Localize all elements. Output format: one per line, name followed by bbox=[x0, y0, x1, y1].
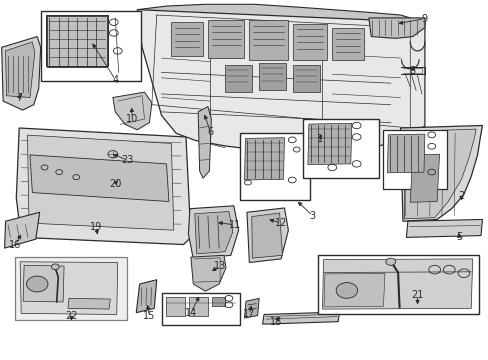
Bar bbox=[239, 134, 310, 200]
Polygon shape bbox=[409, 154, 439, 202]
Polygon shape bbox=[188, 206, 238, 259]
Polygon shape bbox=[4, 212, 40, 248]
Text: 10: 10 bbox=[126, 114, 138, 124]
Text: 7: 7 bbox=[16, 93, 22, 103]
Bar bbox=[383, 130, 446, 189]
Bar bbox=[41, 12, 141, 81]
Bar bbox=[293, 65, 320, 92]
Polygon shape bbox=[137, 4, 424, 26]
Text: 20: 20 bbox=[109, 179, 121, 189]
Bar bbox=[259, 63, 285, 90]
Text: 17: 17 bbox=[243, 310, 255, 319]
Polygon shape bbox=[5, 42, 35, 98]
Text: 16: 16 bbox=[9, 239, 21, 249]
Polygon shape bbox=[307, 123, 351, 165]
Text: 2: 2 bbox=[457, 191, 464, 201]
Text: 9: 9 bbox=[421, 14, 427, 24]
Text: 15: 15 bbox=[143, 311, 155, 321]
Polygon shape bbox=[27, 135, 173, 230]
Polygon shape bbox=[1, 37, 41, 110]
Text: 1: 1 bbox=[316, 134, 323, 144]
Polygon shape bbox=[47, 16, 107, 67]
Polygon shape bbox=[324, 273, 384, 307]
Text: 11: 11 bbox=[228, 220, 241, 230]
Polygon shape bbox=[194, 212, 232, 254]
Text: 5: 5 bbox=[455, 232, 461, 242]
Bar bbox=[224, 65, 251, 92]
Text: 3: 3 bbox=[309, 211, 315, 221]
Text: 19: 19 bbox=[89, 222, 102, 231]
Text: 23: 23 bbox=[121, 155, 133, 165]
Polygon shape bbox=[30, 155, 168, 202]
Polygon shape bbox=[113, 92, 152, 130]
Bar bbox=[161, 293, 239, 325]
Bar bbox=[207, 21, 244, 58]
Polygon shape bbox=[20, 262, 118, 315]
Polygon shape bbox=[244, 138, 284, 180]
Bar bbox=[249, 21, 288, 60]
Polygon shape bbox=[16, 128, 190, 244]
Polygon shape bbox=[190, 255, 225, 291]
Bar bbox=[303, 119, 378, 178]
Bar bbox=[189, 297, 207, 316]
Text: 18: 18 bbox=[269, 317, 282, 327]
Text: 4: 4 bbox=[112, 75, 118, 85]
Bar bbox=[166, 297, 184, 316]
Text: 12: 12 bbox=[274, 218, 286, 228]
Polygon shape bbox=[322, 259, 472, 309]
Polygon shape bbox=[262, 312, 339, 324]
Bar bbox=[293, 24, 327, 60]
Bar bbox=[212, 297, 224, 306]
Polygon shape bbox=[368, 18, 424, 39]
Bar bbox=[317, 255, 478, 315]
Bar bbox=[46, 15, 108, 66]
Text: 14: 14 bbox=[184, 308, 197, 318]
Polygon shape bbox=[136, 280, 157, 313]
Bar bbox=[15, 257, 127, 320]
Polygon shape bbox=[386, 134, 424, 173]
Bar bbox=[171, 22, 203, 56]
Polygon shape bbox=[406, 220, 482, 237]
Polygon shape bbox=[251, 213, 282, 258]
Polygon shape bbox=[198, 107, 211, 178]
Text: 13: 13 bbox=[214, 261, 226, 271]
Polygon shape bbox=[404, 129, 475, 219]
Polygon shape bbox=[137, 10, 424, 155]
Polygon shape bbox=[23, 265, 64, 302]
Circle shape bbox=[51, 264, 59, 270]
Text: 22: 22 bbox=[65, 311, 78, 321]
Polygon shape bbox=[246, 208, 288, 262]
Polygon shape bbox=[244, 298, 259, 318]
Polygon shape bbox=[68, 298, 110, 309]
Text: 21: 21 bbox=[410, 290, 423, 300]
Circle shape bbox=[26, 276, 48, 292]
Polygon shape bbox=[400, 126, 482, 221]
Circle shape bbox=[385, 258, 395, 265]
Bar bbox=[331, 28, 363, 60]
Text: 8: 8 bbox=[409, 66, 415, 76]
Text: 6: 6 bbox=[207, 127, 213, 136]
Circle shape bbox=[335, 283, 357, 298]
